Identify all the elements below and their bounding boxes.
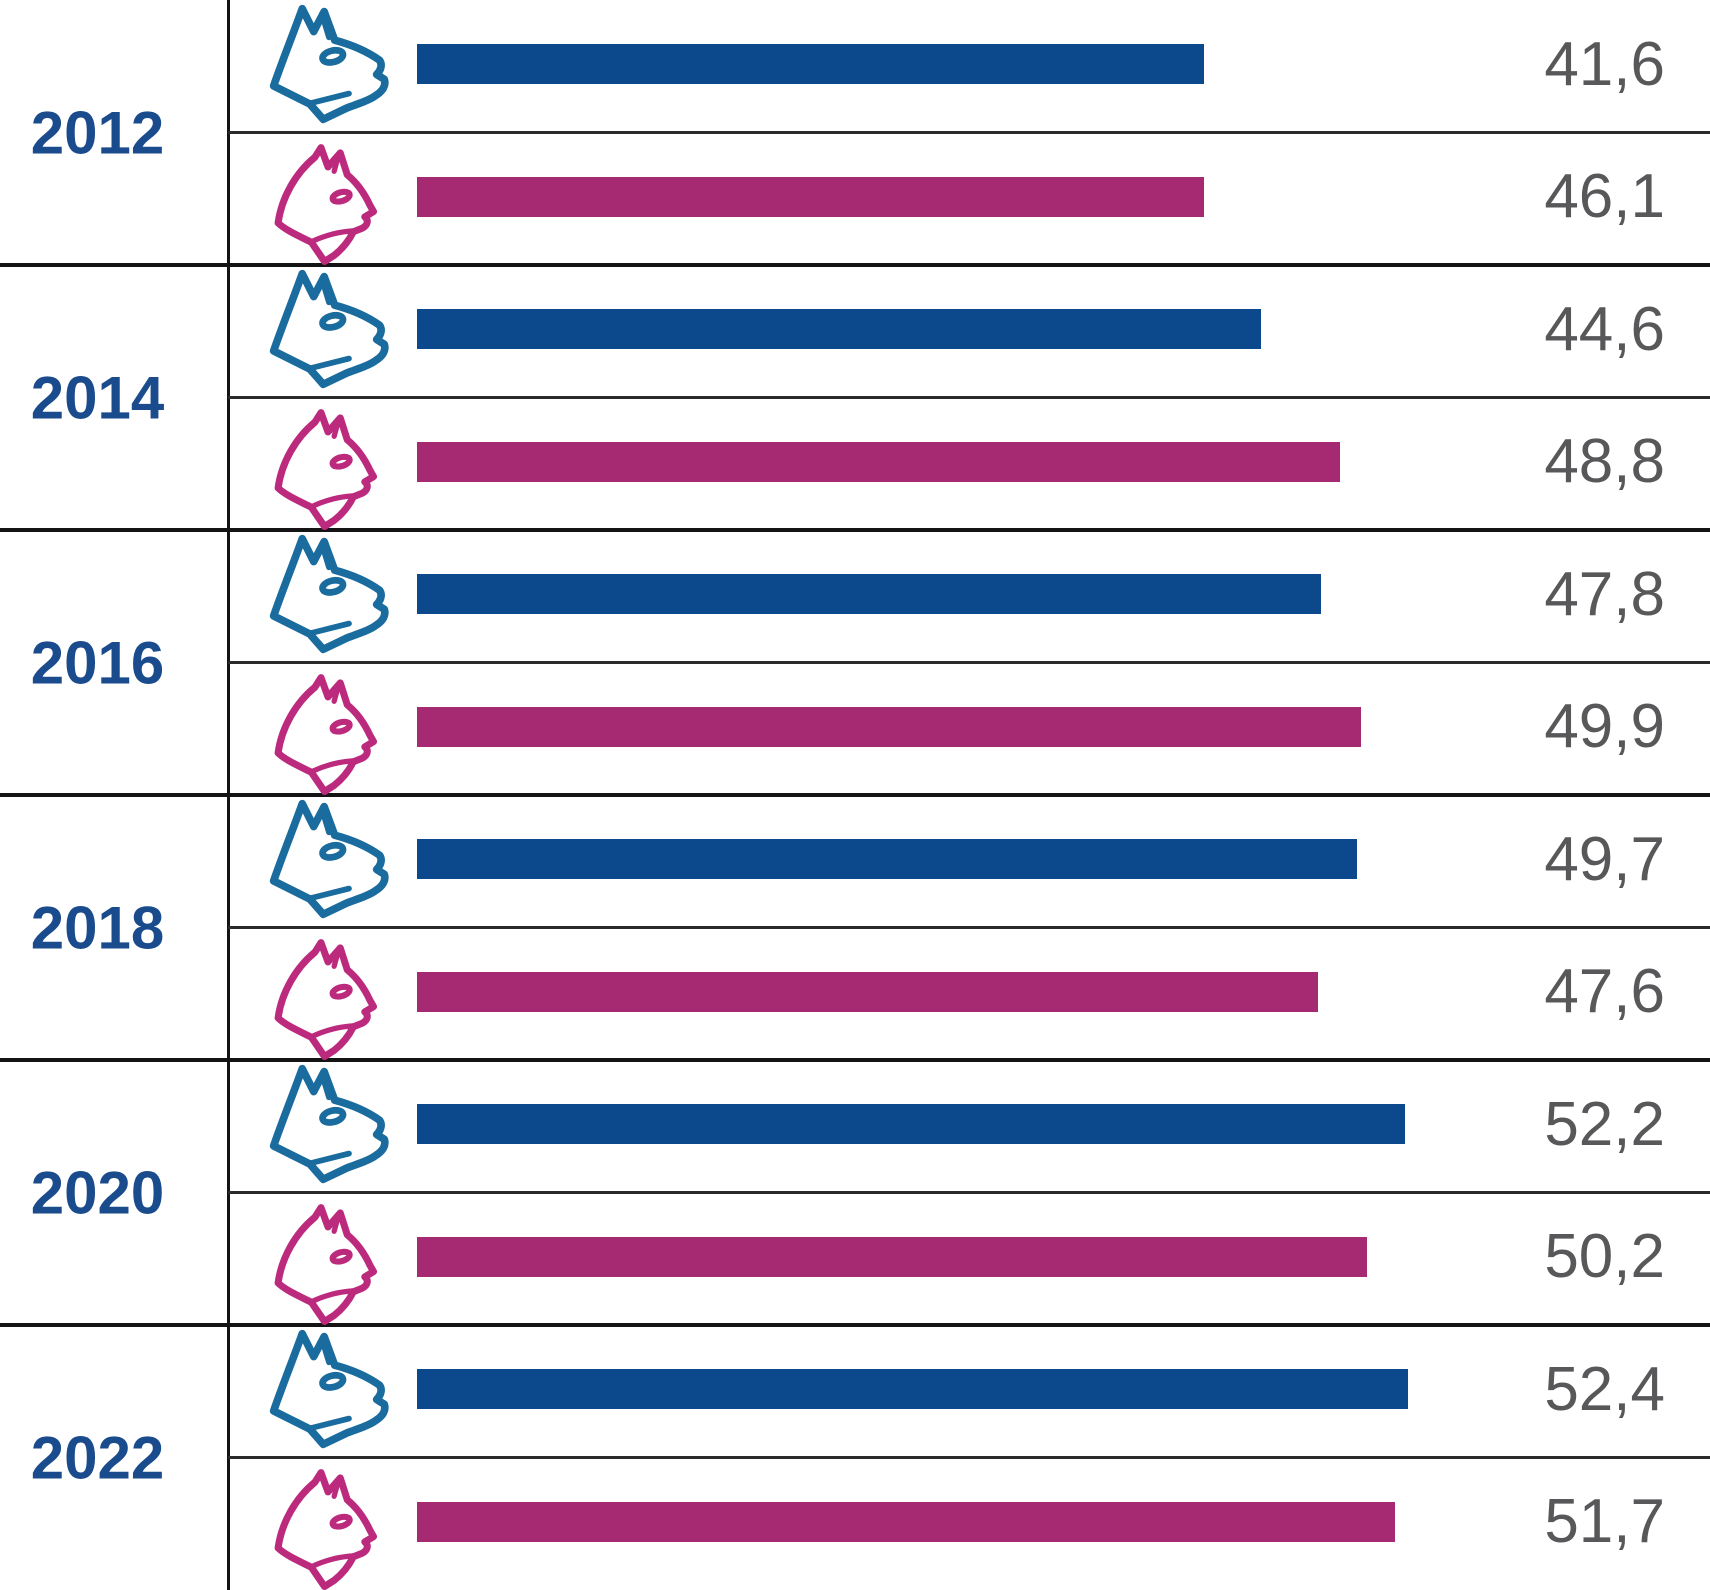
row-2022-dog: 52,4 xyxy=(0,1325,1710,1453)
cat-head-icon xyxy=(258,668,398,795)
dog-bar xyxy=(417,44,1204,84)
cat-bar xyxy=(417,1236,1367,1277)
year-label: 2014 xyxy=(30,364,165,431)
year-separator xyxy=(0,528,1710,532)
bar-value-label: 44,6 xyxy=(1544,294,1665,364)
bar-value-label: 51,7 xyxy=(1544,1487,1665,1556)
cat-head-icon xyxy=(258,1463,398,1590)
bar-value-label: 52,4 xyxy=(1544,1354,1665,1424)
dog-head-icon xyxy=(258,797,398,921)
bar-value-label: 49,7 xyxy=(1544,824,1665,894)
dog-head-icon xyxy=(258,1327,398,1451)
dog-bar xyxy=(417,839,1357,879)
row-2020-cat: 50,2 xyxy=(0,1188,1710,1325)
row-2018-cat: 47,6 xyxy=(0,923,1710,1060)
bar-value-label: 47,8 xyxy=(1544,559,1665,629)
row-2012-dog: 41,6 xyxy=(0,0,1710,128)
row-separator xyxy=(228,661,1710,664)
row-2022-cat: 51,7 xyxy=(0,1453,1710,1590)
row-separator xyxy=(228,131,1710,134)
year-label: 2022 xyxy=(30,1424,165,1491)
year-separator xyxy=(0,1323,1710,1327)
row-separator xyxy=(228,1456,1710,1459)
bar-value-label: 41,6 xyxy=(1544,29,1665,99)
cat-head-icon xyxy=(258,403,398,530)
row-2016-cat: 49,9 xyxy=(0,658,1710,795)
year-label: 2016 xyxy=(30,629,165,696)
bar-value-label: 52,2 xyxy=(1544,1089,1665,1159)
dog-bar xyxy=(417,1369,1408,1409)
year-separator xyxy=(0,793,1710,797)
dog-head-icon xyxy=(258,532,398,656)
cat-bar xyxy=(417,441,1340,482)
dog-bar xyxy=(417,1104,1405,1144)
bar-value-label: 47,6 xyxy=(1544,957,1665,1026)
dog-head-icon xyxy=(258,1062,398,1186)
bar-value-label: 50,2 xyxy=(1544,1222,1665,1291)
dog-head-icon xyxy=(258,267,398,391)
year-separator xyxy=(0,263,1710,267)
cat-head-icon xyxy=(258,933,398,1060)
cat-head-icon xyxy=(258,138,398,265)
cat-bar xyxy=(417,971,1318,1012)
row-separator xyxy=(228,1191,1710,1194)
bar-value-label: 49,9 xyxy=(1544,692,1665,761)
year-separator xyxy=(0,1058,1710,1062)
row-2018-dog: 49,7 xyxy=(0,795,1710,923)
dog-bar xyxy=(417,309,1261,349)
row-2014-dog: 44,6 xyxy=(0,265,1710,393)
bar-value-label: 46,1 xyxy=(1544,162,1665,231)
cat-bar xyxy=(417,176,1204,217)
year-label: 2012 xyxy=(30,99,165,166)
row-2020-dog: 52,2 xyxy=(0,1060,1710,1188)
dog-bar xyxy=(417,574,1321,614)
dog-head-icon xyxy=(258,2,398,126)
row-2012-cat: 46,1 xyxy=(0,128,1710,265)
cat-bar xyxy=(417,706,1361,747)
cat-bar xyxy=(417,1501,1395,1542)
year-label: 2018 xyxy=(30,894,165,961)
bar-value-label: 48,8 xyxy=(1544,427,1665,496)
year-label: 2020 xyxy=(30,1159,165,1226)
row-2014-cat: 48,8 xyxy=(0,393,1710,530)
cat-head-icon xyxy=(258,1198,398,1325)
row-separator xyxy=(228,926,1710,929)
row-2016-dog: 47,8 xyxy=(0,530,1710,658)
row-separator xyxy=(228,396,1710,399)
